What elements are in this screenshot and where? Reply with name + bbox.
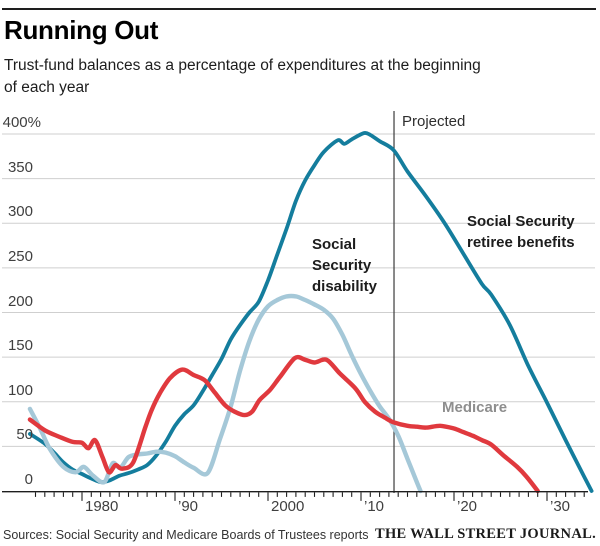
y-axis-tick-label: 150 (7, 337, 33, 355)
chart-subtitle-line1: Trust-fund balances as a percentage of e… (4, 57, 481, 74)
series-line-social-security-retiree-benefits (28, 131, 594, 493)
annotation-label-ss-disability: Social Security disability (312, 236, 378, 295)
y-axis-tick-label: 250 (7, 247, 33, 265)
x-axis-tick-label: ’90 (178, 498, 199, 515)
chart-subtitle-line2: of each year (4, 79, 90, 96)
annotation-label-medicare: Medicare (442, 399, 508, 416)
x-axis-tick-label: ’30 (550, 498, 571, 515)
y-axis-tick-label: 350 (7, 158, 33, 176)
y-axis-tick-label: 50 (16, 426, 33, 444)
y-axis-tick-label: 100 (7, 381, 33, 399)
series-line-social-security-disability (27, 293, 423, 494)
y-axis-tick-label: 0 (24, 471, 33, 488)
wsj-brand-wordmark: THE WALL STREET JOURNAL. (374, 526, 596, 542)
x-axis-tick-label: ’10 (364, 498, 385, 515)
series-line-medicare (27, 354, 540, 494)
sources-note: Sources: Social Security and Medicare Bo… (3, 528, 369, 542)
y-axis-tick-label: 200 (7, 292, 33, 310)
x-axis-tick-label: 2000 (271, 498, 305, 515)
annotation-label-ss-retiree: Social Security retiree benefits (467, 213, 575, 251)
x-axis-tick-label: 1980 (85, 498, 119, 515)
chart-title: Running Out (4, 15, 159, 45)
y-axis-tick-label: 400% (2, 114, 41, 131)
annotation-projected-label: Projected (402, 113, 466, 130)
y-axis-tick-label: 300 (7, 203, 33, 221)
x-axis-tick-label: ’20 (457, 498, 478, 515)
top-divider-rule (2, 8, 596, 10)
